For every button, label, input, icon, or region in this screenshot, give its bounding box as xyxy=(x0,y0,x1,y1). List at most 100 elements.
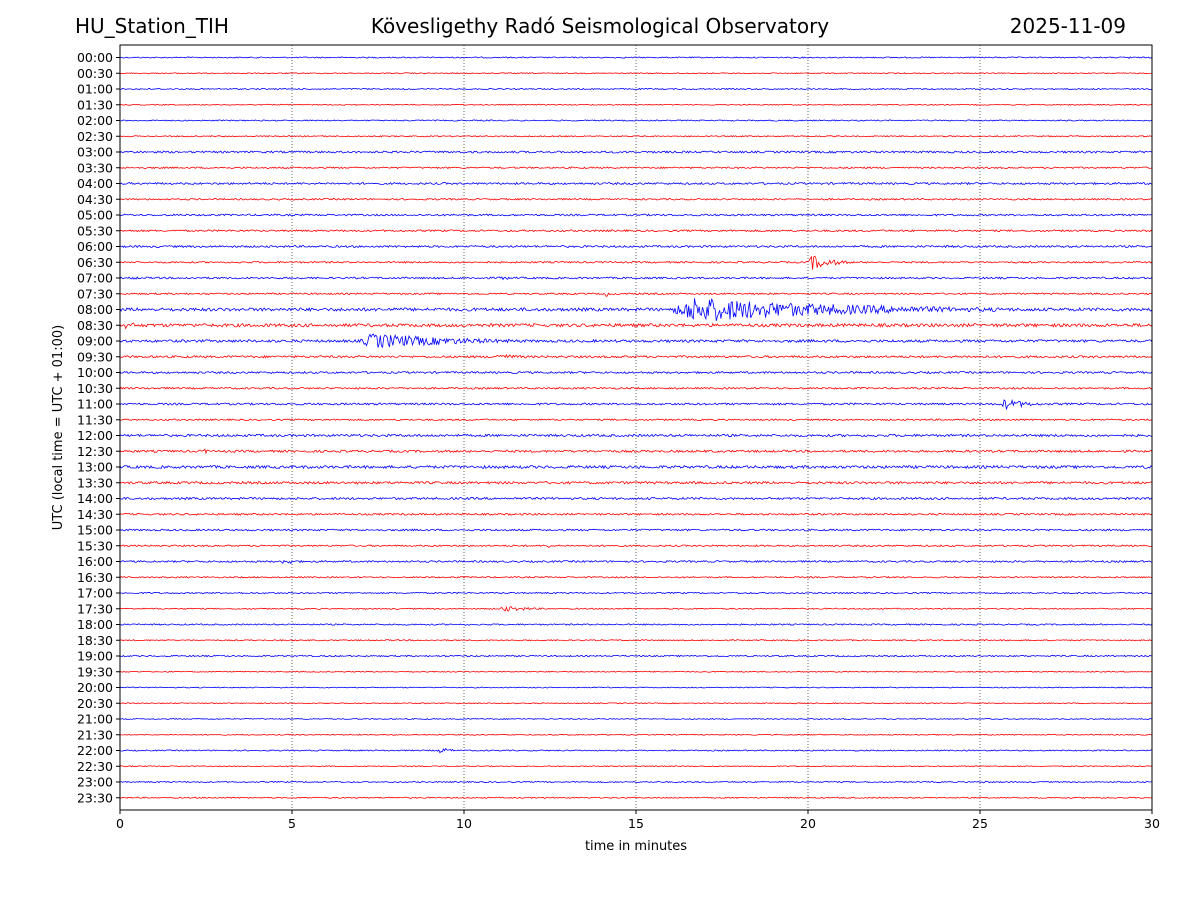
y-tick-label: 06:00 xyxy=(77,239,113,254)
y-tick-label: 03:00 xyxy=(77,145,113,160)
y-tick-label: 17:30 xyxy=(77,601,113,616)
trace-1900 xyxy=(119,654,1153,658)
trace-1800 xyxy=(119,623,1153,626)
trace-2130 xyxy=(119,733,1153,736)
y-tick-label: 11:00 xyxy=(77,397,113,412)
trace-0030 xyxy=(119,72,1153,75)
x-tick-label: 5 xyxy=(288,816,296,831)
trace-1830 xyxy=(119,639,1153,642)
trace-2200 xyxy=(119,748,1153,754)
seismic-traces xyxy=(119,56,1153,799)
trace-1500 xyxy=(119,528,1153,532)
station-name: HU_Station_TIH xyxy=(75,14,229,38)
trace-2030 xyxy=(119,702,1153,705)
trace-1100 xyxy=(119,398,1153,410)
y-tick-label: 10:00 xyxy=(77,365,113,380)
y-tick-label: 22:00 xyxy=(77,743,113,758)
trace-1130 xyxy=(119,418,1153,422)
y-tick-label: 14:30 xyxy=(77,507,113,522)
trace-2330 xyxy=(119,796,1153,799)
y-tick-label: 02:00 xyxy=(77,113,113,128)
trace-1330 xyxy=(119,480,1153,485)
trace-0700 xyxy=(119,276,1153,281)
y-tick-label: 19:00 xyxy=(77,649,113,664)
y-tick-label: 05:00 xyxy=(77,208,113,223)
trace-2000 xyxy=(119,686,1153,689)
trace-0630 xyxy=(119,255,1153,270)
x-tick-label: 25 xyxy=(972,816,988,831)
y-tick-label: 00:30 xyxy=(77,66,113,81)
y-tick-label: 15:00 xyxy=(77,523,113,538)
y-tick-label: 17:00 xyxy=(77,586,113,601)
chart-date: 2025-11-09 xyxy=(1009,14,1126,38)
y-axis-ticks: 00:0000:3001:0001:3002:0002:3003:0003:30… xyxy=(77,50,120,805)
trace-0600 xyxy=(119,244,1153,249)
y-tick-label: 13:00 xyxy=(77,460,113,475)
trace-1630 xyxy=(119,575,1153,579)
y-tick-label: 02:30 xyxy=(77,129,113,144)
trace-0830 xyxy=(119,322,1153,330)
trace-0400 xyxy=(119,181,1153,186)
trace-0730 xyxy=(119,292,1153,297)
chart-title: Kövesligethy Radó Seismological Observat… xyxy=(370,14,830,38)
x-tick-label: 0 xyxy=(116,816,124,831)
trace-0800 xyxy=(119,298,1153,321)
trace-0900 xyxy=(119,333,1153,349)
trace-1000 xyxy=(119,370,1153,375)
x-tick-label: 10 xyxy=(456,816,472,831)
y-tick-label: 09:30 xyxy=(77,349,113,364)
y-tick-label: 23:00 xyxy=(77,775,113,790)
trace-0200 xyxy=(119,119,1153,122)
y-tick-label: 16:00 xyxy=(77,554,113,569)
y-tick-label: 08:30 xyxy=(77,318,113,333)
y-axis-label: UTC (local time = UTC + 01:00) xyxy=(51,325,66,530)
y-tick-label: 18:30 xyxy=(77,633,113,648)
trace-1300 xyxy=(119,464,1153,470)
trace-1700 xyxy=(119,591,1153,595)
y-tick-label: 21:30 xyxy=(77,727,113,742)
y-tick-label: 15:30 xyxy=(77,538,113,553)
y-tick-label: 07:30 xyxy=(77,286,113,301)
grid-lines xyxy=(291,45,981,810)
trace-1730 xyxy=(119,605,1153,612)
y-tick-label: 12:30 xyxy=(77,444,113,459)
trace-0330 xyxy=(119,166,1153,170)
y-tick-label: 18:00 xyxy=(77,617,113,632)
y-tick-label: 22:30 xyxy=(77,759,113,774)
y-tick-label: 01:30 xyxy=(77,97,113,112)
x-axis-ticks: 0 5 10 15 20 25 30 xyxy=(116,810,1160,831)
y-tick-label: 12:00 xyxy=(77,428,113,443)
y-tick-label: 23:30 xyxy=(77,790,113,805)
trace-2300 xyxy=(119,780,1153,784)
y-tick-label: 00:00 xyxy=(77,50,113,65)
y-tick-label: 08:00 xyxy=(77,302,113,317)
y-tick-label: 07:00 xyxy=(77,271,113,286)
y-tick-label: 03:30 xyxy=(77,160,113,175)
x-axis-label: time in minutes xyxy=(585,839,687,854)
y-tick-label: 10:30 xyxy=(77,381,113,396)
x-tick-label: 15 xyxy=(628,816,644,831)
x-tick-label: 20 xyxy=(800,816,816,831)
y-tick-label: 20:30 xyxy=(77,696,113,711)
y-tick-label: 20:00 xyxy=(77,680,113,695)
trace-1530 xyxy=(119,544,1153,549)
y-tick-label: 16:30 xyxy=(77,570,113,585)
y-tick-label: 19:30 xyxy=(77,664,113,679)
trace-1430 xyxy=(119,512,1153,516)
trace-2100 xyxy=(119,718,1153,720)
trace-1230 xyxy=(119,448,1153,455)
trace-0930 xyxy=(119,353,1153,359)
y-tick-label: 09:00 xyxy=(77,334,113,349)
trace-1400 xyxy=(119,496,1153,501)
trace-1930 xyxy=(119,670,1153,673)
trace-0300 xyxy=(119,150,1153,154)
trace-0130 xyxy=(119,103,1153,106)
trace-1200 xyxy=(119,433,1153,438)
trace-0530 xyxy=(119,229,1153,233)
trace-1030 xyxy=(119,386,1153,390)
trace-0500 xyxy=(119,213,1153,217)
y-tick-label: 13:30 xyxy=(77,475,113,490)
y-tick-label: 06:30 xyxy=(77,255,113,270)
trace-0230 xyxy=(119,135,1153,138)
